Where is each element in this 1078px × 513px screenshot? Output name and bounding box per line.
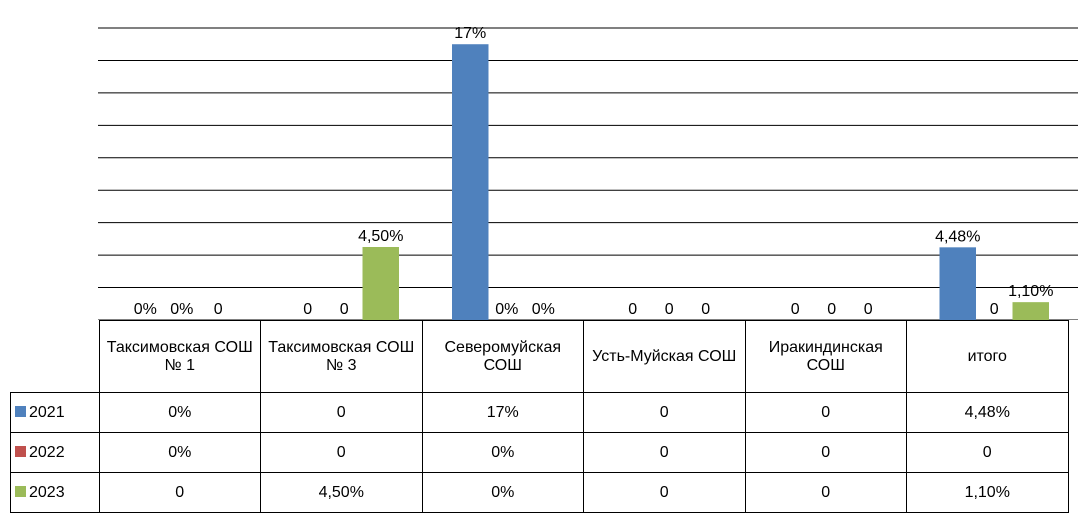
data-label: 4,50% bbox=[358, 228, 403, 245]
bar bbox=[1012, 302, 1049, 320]
data-table: Таксимовская СОШ № 1 Таксимовская СОШ № 3… bbox=[10, 320, 1069, 513]
data-label: 0% bbox=[170, 301, 193, 318]
legend-cell: 2022 bbox=[10, 432, 100, 473]
legend-swatch bbox=[15, 445, 26, 457]
bar bbox=[939, 247, 976, 320]
header-row: Таксимовская СОШ № 1 Таксимовская СОШ № 3… bbox=[10, 320, 1069, 393]
table-value: 0% bbox=[98, 392, 261, 433]
legend-label: 2021 bbox=[29, 403, 65, 421]
series-row: 2023 0 4,50% 0% 0 0 1,10% bbox=[10, 472, 1069, 513]
legend-label: 2023 bbox=[29, 483, 65, 501]
bar bbox=[452, 44, 489, 320]
table-value: 0% bbox=[421, 432, 584, 473]
table-value: 0 bbox=[744, 432, 907, 473]
data-label: 0 bbox=[628, 301, 637, 318]
data-label: 1,10% bbox=[1008, 283, 1053, 300]
table-value: 0% bbox=[421, 472, 584, 513]
table-value: 0 bbox=[906, 432, 1069, 473]
category-label: Усть-Муйская СОШ bbox=[583, 320, 746, 393]
legend-swatch bbox=[15, 485, 26, 497]
legend-label: 2022 bbox=[29, 443, 65, 461]
table-value: 0 bbox=[744, 472, 907, 513]
data-label: 0 bbox=[303, 301, 312, 318]
data-label: 4,48% bbox=[935, 228, 980, 245]
category-label: Северомуйская СОШ bbox=[421, 320, 584, 393]
data-label: 0 bbox=[701, 301, 710, 318]
table-value: 0 bbox=[744, 392, 907, 433]
table-value: 0 bbox=[98, 472, 261, 513]
category-label: итого bbox=[906, 320, 1069, 393]
plot: 0% 0 17% 0 0 4,48% 0% 0 0% 0 0 0 0 4,50% 0% 0 0 1,10% bbox=[98, 25, 1078, 320]
table-value: 0 bbox=[260, 432, 423, 473]
data-label: 0 bbox=[665, 301, 674, 318]
table-value: 17% bbox=[421, 392, 584, 433]
category-label: Таксимовская СОШ № 1 bbox=[98, 320, 261, 393]
table-value: 0 bbox=[583, 472, 746, 513]
data-label: 0 bbox=[791, 301, 800, 318]
data-label: 0 bbox=[214, 301, 223, 318]
table-value: 4,50% bbox=[260, 472, 423, 513]
data-label: 0% bbox=[532, 301, 555, 318]
data-label: 0% bbox=[495, 301, 518, 318]
series-row: 2022 0% 0 0% 0 0 0 bbox=[10, 432, 1069, 473]
legend-swatch bbox=[15, 405, 26, 417]
data-label: 0 bbox=[990, 301, 999, 318]
bar bbox=[362, 247, 399, 320]
data-label: 17% bbox=[454, 25, 486, 42]
table-value: 4,48% bbox=[906, 392, 1069, 433]
table-value: 0 bbox=[583, 432, 746, 473]
series-row: 2021 0% 0 17% 0 0 4,48% bbox=[10, 392, 1069, 433]
data-label: 0 bbox=[827, 301, 836, 318]
table-value: 0 bbox=[260, 392, 423, 433]
legend-cell: 2021 bbox=[10, 392, 100, 433]
category-label: Иракиндинская СОШ bbox=[744, 320, 907, 393]
category-label: Таксимовская СОШ № 3 bbox=[260, 320, 423, 393]
data-label: 0 bbox=[864, 301, 873, 318]
corner-cell bbox=[10, 320, 100, 393]
legend-cell: 2023 bbox=[10, 472, 100, 513]
data-label: 0 bbox=[340, 301, 349, 318]
table-value: 1,10% bbox=[906, 472, 1069, 513]
data-label: 0% bbox=[134, 301, 157, 318]
table-value: 0% bbox=[98, 432, 261, 473]
table-value: 0 bbox=[583, 392, 746, 433]
